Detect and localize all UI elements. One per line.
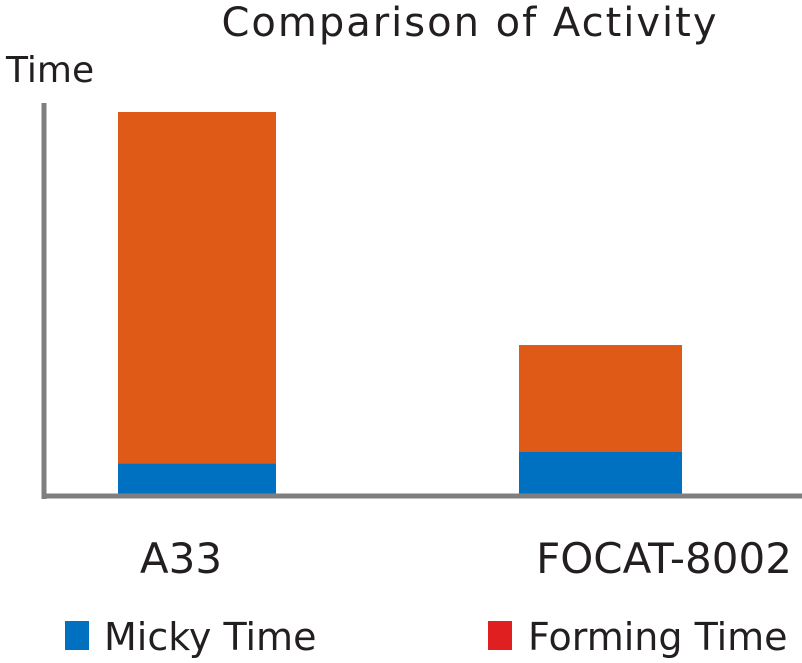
legend-label-forming-time: Forming Time <box>528 615 788 659</box>
legend-swatch-forming-time <box>488 621 512 650</box>
bars-group <box>118 112 682 494</box>
category-label-a33: A33 <box>140 534 222 583</box>
bar-focat-8002-micky-time <box>519 451 682 494</box>
bar-focat-8002-forming-time <box>519 345 682 452</box>
bar-a33-forming-time <box>118 112 276 464</box>
chart-title: Comparison of Activity <box>221 0 718 46</box>
bar-a33-micky-time <box>118 463 276 494</box>
legend-label-micky-time: Micky Time <box>104 615 316 659</box>
y-axis-label: Time <box>5 50 94 91</box>
legend-swatch-micky-time <box>65 621 89 650</box>
category-label-focat-8002: FOCAT-8002 <box>536 534 792 583</box>
